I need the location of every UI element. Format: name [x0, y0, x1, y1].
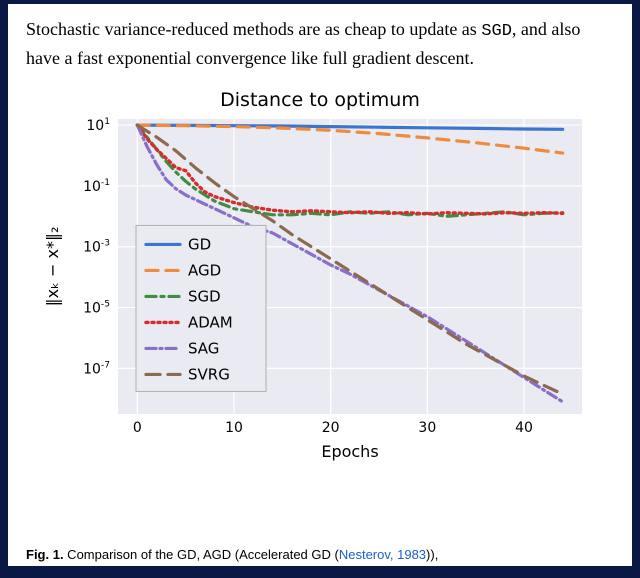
svg-text:101: 101	[86, 117, 110, 134]
body-paragraph: Stochastic variance-reduced methods are …	[26, 16, 614, 71]
svg-text:10-3: 10-3	[83, 238, 110, 255]
svg-text:10-1: 10-1	[83, 178, 110, 195]
chart-container: Distance to optimum 0 10 20 30 40 10-7 10-5 10-…	[40, 89, 600, 469]
svg-text:SGD: SGD	[188, 287, 221, 305]
body-mono: SGD	[481, 22, 512, 41]
svg-text:Epochs: Epochs	[321, 442, 378, 461]
svg-text:SVRG: SVRG	[188, 365, 230, 383]
svg-text:AGD: AGD	[188, 261, 221, 279]
svg-text:10: 10	[225, 420, 243, 436]
svg-text:0: 0	[133, 420, 142, 436]
citation-link[interactable]: Nesterov, 1983	[339, 547, 426, 562]
svg-text:‖xₖ − x*‖₂: ‖xₖ − x*‖₂	[43, 226, 62, 306]
caption-body: Comparison of the GD, AGD (Accelerated G…	[64, 547, 339, 562]
svg-text:ADAM: ADAM	[188, 313, 233, 331]
svg-text:10-7: 10-7	[83, 360, 110, 377]
chart-title: Distance to optimum	[40, 89, 600, 111]
figure-caption: Fig. 1. Comparison of the GD, AGD (Accel…	[26, 547, 614, 562]
svg-text:10-5: 10-5	[83, 299, 110, 316]
svg-text:20: 20	[322, 420, 340, 436]
body-text-1: Stochastic variance-reduced methods are …	[26, 19, 481, 39]
svg-text:40: 40	[515, 420, 533, 436]
caption-tail: )),	[426, 547, 438, 562]
svg-text:SAG: SAG	[188, 339, 219, 357]
svg-text:GD: GD	[188, 235, 211, 253]
chart-svg: 0 10 20 30 40 10-7 10-5 10-3 10-1 101 Epochs ‖xₖ − …	[40, 89, 600, 469]
svg-text:30: 30	[418, 420, 436, 436]
page-container: Stochastic variance-reduced methods are …	[8, 4, 632, 566]
caption-prefix: Fig. 1.	[26, 547, 64, 562]
